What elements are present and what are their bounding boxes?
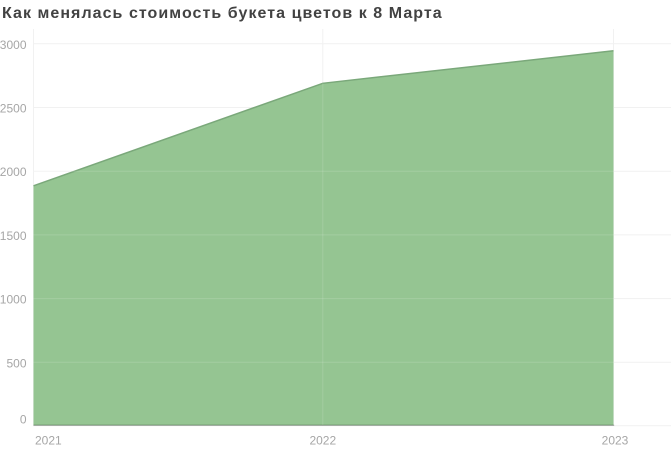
svg-text:500: 500 [6, 356, 26, 370]
svg-text:2000: 2000 [0, 165, 27, 179]
svg-text:1000: 1000 [0, 293, 27, 307]
svg-text:0: 0 [20, 413, 27, 427]
svg-text:1500: 1500 [0, 229, 27, 243]
svg-text:3000: 3000 [0, 38, 27, 52]
svg-text:2021: 2021 [35, 434, 62, 448]
svg-text:2022: 2022 [309, 434, 336, 448]
svg-text:2500: 2500 [0, 102, 27, 116]
svg-text:2023: 2023 [602, 434, 629, 448]
